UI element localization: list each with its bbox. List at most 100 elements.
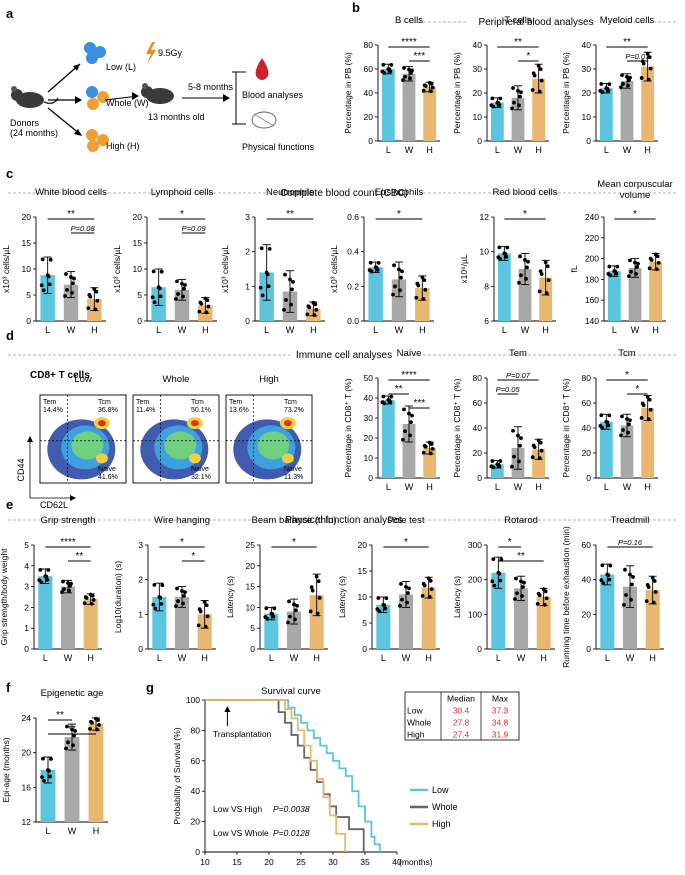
interval-label: 5-8 months — [188, 82, 234, 92]
blood-drop-icon — [255, 58, 269, 80]
data-point-c5 — [497, 245, 502, 250]
ytick-label-d3: 40 — [582, 423, 592, 433]
sig-label-e3: * — [292, 537, 296, 548]
data-point-c2 — [176, 292, 180, 296]
data-point-e6 — [650, 575, 655, 580]
data-point-e4 — [404, 584, 408, 589]
data-point-d1 — [408, 433, 412, 438]
data-point-c4 — [374, 265, 379, 270]
xtick-label-b3: L — [604, 145, 609, 155]
xtick-label-e2: H — [201, 653, 208, 663]
xtick-label-e1: H — [87, 653, 94, 663]
sig-label-d1: **** — [401, 370, 417, 381]
xtick-label-d3: W — [623, 482, 632, 492]
data-point-d3 — [599, 413, 604, 418]
data-point-c2 — [151, 269, 156, 274]
age-label: 13 months old — [148, 112, 205, 122]
sig-label-d2: P=0.07 — [506, 371, 531, 380]
data-point-b3 — [647, 55, 652, 60]
xtick-label-c6: H — [652, 325, 659, 335]
bar-c5-W — [518, 269, 532, 321]
data-point-c4 — [420, 275, 425, 280]
data-point-c5 — [518, 254, 522, 259]
chart-title-e6: Treadmill — [611, 515, 650, 526]
data-point-d1 — [421, 450, 426, 455]
data-point-c4 — [369, 269, 374, 274]
y-label-e2: Log10(duration) (s) — [113, 561, 123, 633]
bar-c4-W — [391, 279, 407, 321]
data-point-c3 — [312, 313, 317, 317]
xtick-label-e2: L — [157, 653, 162, 663]
data-point-c3 — [260, 293, 265, 298]
xtick-label-b3: H — [644, 145, 651, 155]
ytick-label-e1: 5 — [24, 540, 29, 550]
data-point-c5 — [539, 272, 544, 276]
gate-label-tem: Tem 13.6% — [229, 399, 249, 414]
flow-plot-whole: Whole Tem 11.4% Tcm 50.1% Naive 32.1% — [132, 374, 220, 484]
ytick-label-b1: 20 — [364, 112, 374, 122]
bar-e6-H — [645, 590, 660, 649]
bar-d3-H — [641, 408, 655, 478]
data-point-e3 — [272, 606, 277, 611]
bar-e5-H — [536, 597, 551, 649]
data-point-d3 — [600, 426, 605, 430]
data-point-e1 — [61, 579, 65, 584]
gate-label-naive: Naive 32.1% — [191, 466, 211, 481]
data-point-c5 — [498, 257, 503, 262]
y-label-c1: x10³ cells/µL — [1, 245, 11, 293]
panel-letter-e: e — [6, 497, 13, 512]
bar-e5-L — [491, 572, 506, 649]
xtick-label-d3: L — [604, 482, 609, 492]
data-point-c6 — [607, 264, 612, 269]
data-point-c3 — [307, 305, 312, 310]
gate-label-tcm: Tcm 50.1% — [191, 399, 211, 414]
chart-title-f1: Epigenetic age — [41, 688, 104, 699]
xtick-label-c3: W — [286, 325, 295, 335]
ytick-label-c6: 140 — [585, 316, 599, 326]
data-point-f1 — [90, 720, 94, 725]
data-point-e3 — [270, 612, 275, 616]
data-point-b2 — [539, 78, 544, 83]
ytick-label-d3: 60 — [582, 398, 592, 408]
data-point-d3 — [625, 417, 629, 421]
chart-title-b3: Myeloid cells — [600, 15, 655, 26]
ytick-label-c2: 15 — [133, 238, 143, 248]
ytick-label-c2: 0 — [137, 316, 142, 326]
ytick-label-b3: 40 — [582, 40, 592, 50]
blood-analyses-label: Blood analyses — [242, 90, 304, 100]
data-point-e4 — [400, 597, 404, 602]
ytick-label-b3: 20 — [582, 88, 592, 98]
data-point-e2 — [151, 602, 156, 607]
chart-c4: Eosinophils 0.0 0.2 0.4 0.6 x10³ cells/µL L W H * — [329, 187, 434, 335]
stat-pvalue: P=0.0128 — [273, 828, 310, 838]
data-point-c3 — [259, 246, 264, 251]
xtick-label-e5: H — [540, 653, 547, 663]
bar-c5-H — [539, 277, 553, 321]
data-point-d1 — [389, 394, 394, 399]
ytick-label-f1: 20 — [22, 748, 32, 758]
panel-letter-b: b — [352, 0, 360, 15]
ytick-label-e5: 100 — [468, 609, 482, 619]
data-point-b3 — [607, 82, 612, 87]
data-point-e1 — [91, 597, 96, 602]
data-point-b3 — [639, 76, 644, 80]
ytick-label-c6: 200 — [585, 254, 599, 264]
data-point-f1 — [88, 726, 92, 731]
data-point-b3 — [600, 90, 605, 95]
data-point-c6 — [654, 267, 659, 272]
data-point-d3 — [621, 428, 625, 432]
xtick-label-c2: W — [178, 325, 187, 335]
bar-c1-L — [40, 275, 55, 321]
cells-low-icon — [84, 42, 106, 64]
data-point-e6 — [631, 575, 635, 579]
data-point-d2 — [512, 454, 516, 459]
data-point-e5 — [543, 589, 548, 594]
data-point-b2 — [517, 103, 521, 108]
physical-functions-label: Physical functions — [242, 142, 315, 152]
data-point-e3 — [316, 579, 321, 584]
ytick-label-e5: 300 — [468, 540, 482, 550]
ytick-label-d1: 40 — [364, 393, 374, 403]
bar-b3-H — [641, 66, 655, 141]
ytick-label-c3: 3 — [245, 212, 250, 222]
data-point-f1 — [42, 778, 46, 783]
